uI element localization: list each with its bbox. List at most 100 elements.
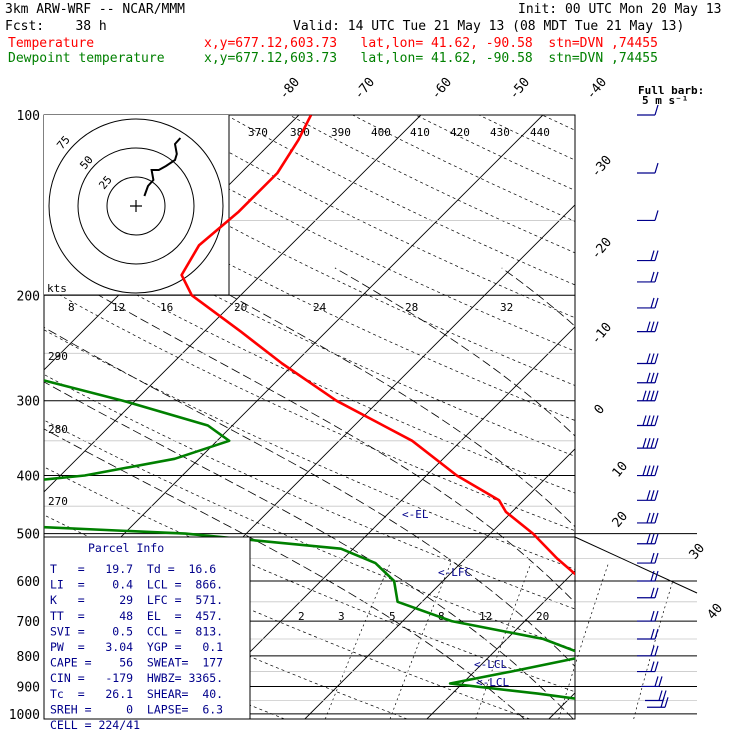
dry-adiabat — [415, 115, 575, 191]
dry-adiabat — [44, 419, 575, 651]
pressure-label: 400 — [17, 470, 40, 485]
isotherm-label: -70 — [352, 75, 379, 103]
parcel-info-box — [43, 536, 251, 720]
wind-barb — [637, 162, 659, 174]
dry-adiabat — [541, 115, 575, 131]
mixing-ratio-label: 3 — [338, 610, 345, 623]
pressure-label: 700 — [17, 615, 40, 630]
isotherm-line — [304, 448, 575, 719]
moist-adiabat-label: 20 — [234, 301, 247, 314]
isotherm-line — [44, 115, 544, 615]
init-time: Init: 00 UTC Mon 20 May 13 — [518, 2, 722, 17]
wind-barb — [637, 645, 659, 657]
wind-barb — [637, 552, 659, 564]
moist-adiabat-label: 16 — [160, 301, 173, 314]
isotherm-label: -80 — [277, 75, 304, 103]
mixing-ratio-line — [324, 562, 391, 719]
wind-barbs — [637, 104, 669, 708]
mixing-ratio-label: 2 — [298, 610, 305, 623]
moist-adiabat-label: 8 — [68, 301, 75, 314]
moist-adiabat — [334, 267, 575, 437]
wind-barb — [637, 271, 659, 283]
dry-adiabat — [289, 115, 575, 254]
wind-legend-title: Full barb: — [638, 84, 704, 97]
wind-barb — [637, 661, 659, 673]
dry-adiabat-label: 290 — [48, 350, 68, 363]
wind-barb — [645, 690, 667, 702]
valid-time: Valid: 14 UTC Tue 21 May 13 (08 MDT Tue … — [293, 19, 685, 34]
dry-adiabat — [44, 563, 408, 719]
parcel-info-row: Tc = 26.1 SHEAR= 40. — [50, 687, 223, 701]
wind-barb — [637, 321, 659, 333]
pressure-label: 200 — [17, 289, 40, 304]
theta-label: 390 — [331, 126, 351, 139]
lcl-marker: <-LCL — [474, 658, 507, 671]
isotherm-label: 10 — [610, 459, 632, 481]
dry-adiabat-label: 280 — [48, 423, 68, 436]
wind-barb — [637, 610, 659, 622]
theta-label: 430 — [490, 126, 510, 139]
wind-barb — [637, 465, 659, 477]
isotherm-line — [182, 326, 575, 719]
moist-adiabat-label: 32 — [500, 301, 513, 314]
dry-adiabat — [44, 285, 575, 532]
moist-adiabat-label: 24 — [313, 301, 327, 314]
dry-adiabat — [605, 115, 740, 719]
wind-barb — [637, 415, 659, 427]
pressure-label: 1000 — [9, 708, 40, 723]
wind-barb — [647, 697, 669, 708]
dewpoint-profile — [44, 379, 575, 700]
lower-box-diagonal — [574, 536, 698, 594]
wind-barb — [637, 372, 659, 384]
wind-barb — [637, 587, 659, 599]
mixing-ratio-label: 20 — [536, 610, 549, 623]
parcel-info-row: SREH = 0 LAPSE= 6.3 — [50, 702, 223, 716]
isotherm-line — [671, 115, 740, 719]
parcel-info-row: PW = 3.04 YGP = 0.1 — [50, 640, 223, 654]
parcel-info-row: SVI = 0.5 CCL = 813. — [50, 624, 223, 638]
wind-barb — [637, 490, 659, 501]
mixing-ratio-line — [389, 562, 452, 719]
isotherm-label: -40 — [584, 75, 611, 103]
theta-label: 410 — [410, 126, 430, 139]
wind-barb — [637, 250, 659, 262]
theta-label: 440 — [530, 126, 550, 139]
isotherm-label: 30 — [687, 541, 709, 563]
wind-barb — [637, 297, 659, 309]
hodograph-ring — [48, 118, 224, 294]
temperature-profile — [180, 115, 575, 576]
mixing-ratio-line — [558, 562, 609, 719]
parcel-info-panel: Parcel Info T = 19.7 Td = 16.6 LI = 0.4 LC… — [43, 536, 251, 732]
hodograph-ring — [77, 147, 195, 265]
mixing-ratio-line — [475, 562, 532, 719]
mixing-ratio-line — [633, 562, 679, 719]
moist-adiabat — [44, 381, 574, 719]
isotherm-label: 20 — [610, 509, 632, 531]
wind-legend-units: 5 m s⁻¹ — [642, 94, 688, 107]
isotherm-label: -60 — [429, 75, 456, 103]
theta-label: 400 — [371, 126, 391, 139]
wind-barb — [637, 512, 659, 524]
pressure-label: 600 — [17, 575, 40, 590]
lcl-marker: <-LCL — [476, 676, 509, 689]
wind-barb — [637, 390, 659, 402]
mixing-ratio-line — [733, 563, 740, 719]
parcel-info-row: LI = 0.4 LCL = 866. — [50, 578, 223, 592]
wind-barb — [637, 628, 659, 640]
isotherm-label: -50 — [507, 75, 534, 103]
hodograph-ring — [106, 176, 166, 236]
pressure-label: 900 — [17, 680, 40, 695]
parcel-info-row: TT = 48 EL = 457. — [50, 609, 223, 623]
hodograph-trace — [143, 137, 182, 197]
mixing-ratio-label: 12 — [479, 610, 492, 623]
parcel-info-row: K = 29 LFC = 571. — [50, 593, 223, 607]
parcel-info-row: CAPE = 56 SWEAT= 177 — [50, 656, 223, 670]
model-title: 3km ARW-WRF -- NCAR/MMM — [5, 2, 186, 17]
parcel-info-row: CELL = 224/41 — [50, 718, 140, 732]
hodograph-origin — [130, 200, 142, 212]
isotherm-label: -30 — [589, 153, 616, 181]
isotherm-label: 40 — [705, 601, 727, 623]
theta-label: 370 — [248, 126, 268, 139]
temperature-legend: Temperature — [8, 36, 95, 51]
